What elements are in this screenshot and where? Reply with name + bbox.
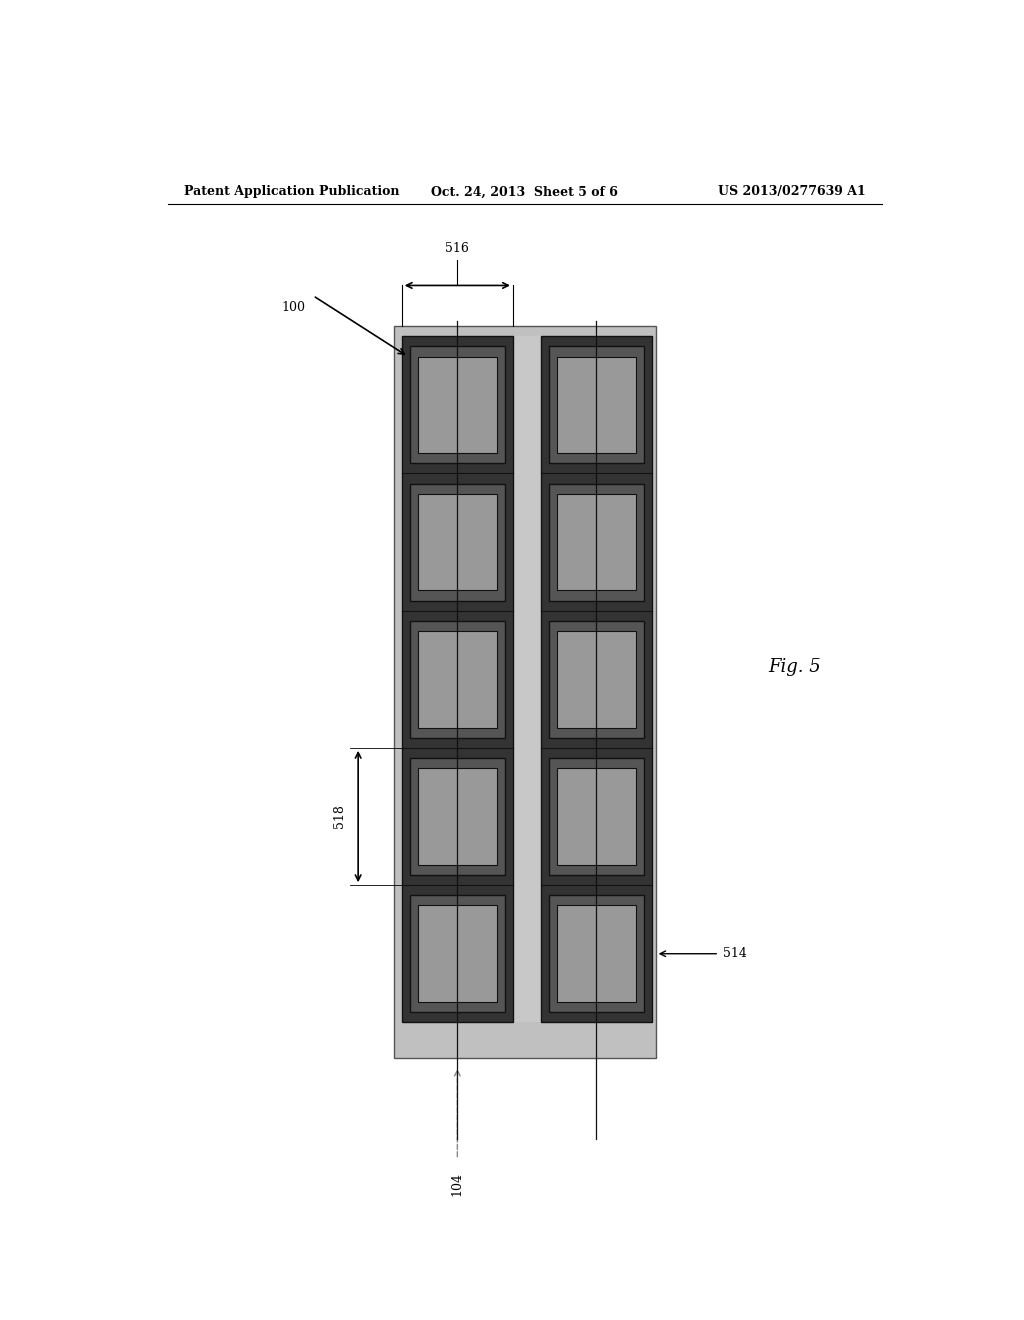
Bar [418, 356, 497, 453]
Bar [410, 620, 505, 738]
Bar [549, 483, 644, 601]
Bar [557, 906, 636, 1002]
Bar [410, 346, 505, 463]
Text: 516: 516 [445, 242, 469, 255]
Text: 104: 104 [451, 1172, 464, 1196]
Bar [418, 768, 497, 865]
Bar [410, 758, 505, 875]
Text: 518: 518 [333, 805, 346, 829]
Bar [418, 906, 497, 1002]
Bar [410, 483, 505, 601]
Text: Patent Application Publication: Patent Application Publication [183, 185, 399, 198]
Text: US 2013/0277639 A1: US 2013/0277639 A1 [718, 185, 866, 198]
Bar [549, 758, 644, 875]
Bar [410, 895, 505, 1012]
Bar [513, 337, 541, 1022]
Bar [418, 631, 497, 727]
Text: 100: 100 [281, 301, 305, 314]
Bar [541, 337, 652, 1022]
Bar [401, 337, 513, 1022]
Text: 514: 514 [723, 948, 748, 960]
Text: Oct. 24, 2013  Sheet 5 of 6: Oct. 24, 2013 Sheet 5 of 6 [431, 185, 618, 198]
Bar [549, 620, 644, 738]
Text: Fig. 5: Fig. 5 [768, 657, 821, 676]
Bar [557, 768, 636, 865]
Bar [557, 356, 636, 453]
Bar [557, 494, 636, 590]
Bar [394, 326, 655, 1057]
Bar [549, 895, 644, 1012]
Bar [549, 346, 644, 463]
Bar [557, 631, 636, 727]
Bar [418, 494, 497, 590]
